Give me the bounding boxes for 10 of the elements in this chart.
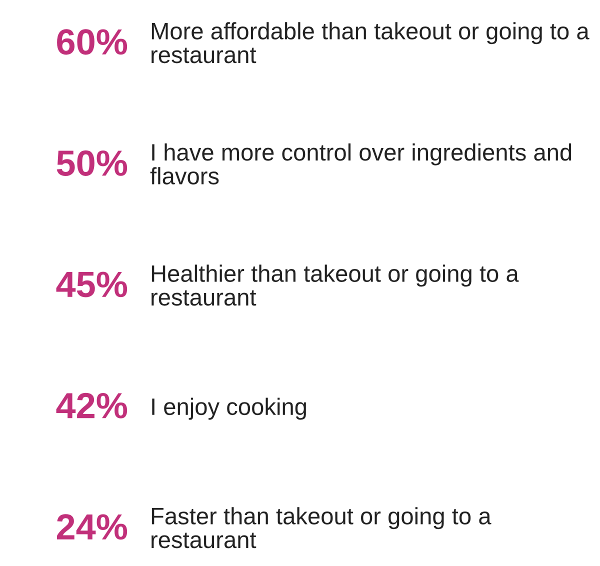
data-label: 60% [57,29,128,55]
category-label: I enjoy cooking [152,398,306,420]
data-label: 42% [56,392,128,418]
data-label: 24% [56,514,128,540]
category-label: I have more control over ingredients and flavors [150,143,572,184]
category-label: Healthier than takeout or going to a restaurant [152,264,519,306]
category-label: More affordable than takeout or going to a restaurant [152,22,590,64]
data-label: 45% [56,272,128,298]
data-label: 50% [56,150,128,176]
category-label: Faster than takeout or going to a restaurant [152,507,492,548]
